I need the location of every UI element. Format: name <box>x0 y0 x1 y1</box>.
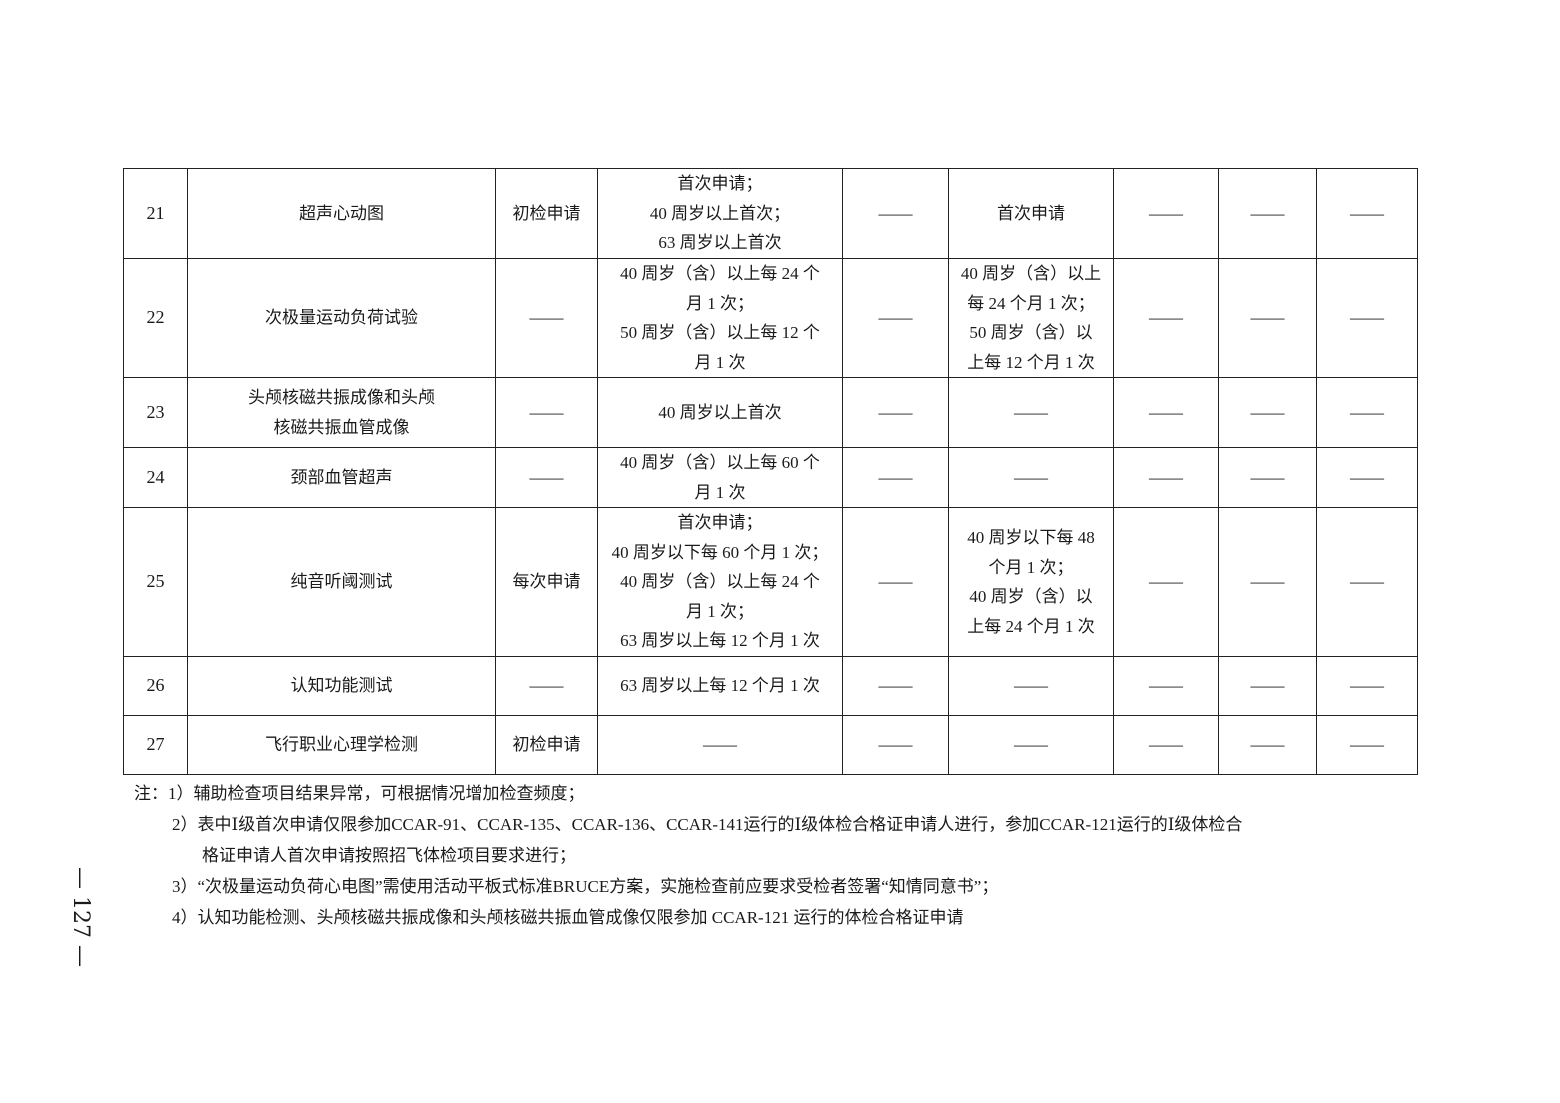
requirement-cell: —— <box>1316 258 1418 378</box>
table-row: 24 颈部血管超声 —— 40 周岁（含）以上每 60 个 月 1 次 —— —— —— ——… <box>123 447 1418 508</box>
exam-items-table: 21 超声心动图 初检申请 首次申请； 40 周岁以上首次； 63 周岁以上首次 —— 首… <box>123 168 1418 775</box>
requirement-cell: —— <box>842 715 949 775</box>
requirement-cell: —— <box>597 715 843 775</box>
note-2-continued: 格证申请人首次申请按照招飞体检项目要求进行； <box>202 846 576 865</box>
requirement-cell: —— <box>842 258 949 378</box>
requirement-cell: —— <box>1218 447 1317 508</box>
requirement-cell: —— <box>495 377 598 448</box>
requirement-cell: 初检申请 <box>495 715 598 775</box>
item-name-cell: 纯音听阈测试 <box>187 507 496 657</box>
requirement-cell: —— <box>1218 258 1317 378</box>
requirement-cell: —— <box>842 377 949 448</box>
requirement-cell: 首次申请 <box>948 168 1114 259</box>
item-name-cell: 颈部血管超声 <box>187 447 496 508</box>
row-number-cell: 23 <box>123 377 188 448</box>
requirement-cell: —— <box>842 168 949 259</box>
row-number-cell: 24 <box>123 447 188 508</box>
requirement-cell: —— <box>1218 656 1317 716</box>
row-number-cell: 21 <box>123 168 188 259</box>
table-row: 21 超声心动图 初检申请 首次申请； 40 周岁以上首次； 63 周岁以上首次 —— 首… <box>123 168 1418 259</box>
requirement-cell: —— <box>1316 168 1418 259</box>
item-name-cell: 头颅核磁共振成像和头颅 核磁共振血管成像 <box>187 377 496 448</box>
row-number-cell: 25 <box>123 507 188 657</box>
item-name-cell: 认知功能测试 <box>187 656 496 716</box>
requirement-cell: 40 周岁（含）以上每 24 个 月 1 次； 50 周岁（含）以上每 12 个… <box>597 258 843 378</box>
requirement-cell: 首次申请； 40 周岁以上首次； 63 周岁以上首次 <box>597 168 843 259</box>
requirement-cell: —— <box>495 447 598 508</box>
requirement-cell: —— <box>842 656 949 716</box>
requirement-cell: 40 周岁（含）以上每 60 个 月 1 次 <box>597 447 843 508</box>
note-1: 注：1）辅助检查项目结果异常，可根据情况增加检查频度； <box>134 784 585 803</box>
requirement-cell: 40 周岁（含）以上 每 24 个月 1 次； 50 周岁（含）以 上每 12 … <box>948 258 1114 378</box>
requirement-cell: —— <box>495 258 598 378</box>
table-row: 25 纯音听阈测试 每次申请 首次申请； 40 周岁以下每 60 个月 1 次； 40… <box>123 507 1418 657</box>
requirement-cell: —— <box>1316 715 1418 775</box>
requirement-cell: —— <box>1316 656 1418 716</box>
requirement-cell: —— <box>1218 507 1317 657</box>
table-row: 26 认知功能测试 —— 63 周岁以上每 12 个月 1 次 —— —— —— —— —— <box>123 656 1418 716</box>
requirement-cell: —— <box>1218 715 1317 775</box>
requirement-cell: —— <box>842 447 949 508</box>
requirement-cell: —— <box>948 656 1114 716</box>
requirement-cell: —— <box>1218 377 1317 448</box>
page-number: — 127 — <box>68 867 93 967</box>
requirement-cell: —— <box>1113 258 1219 378</box>
requirement-cell: —— <box>1113 507 1219 657</box>
requirement-cell: —— <box>1113 656 1219 716</box>
requirement-cell: —— <box>1113 715 1219 775</box>
table-row: 27 飞行职业心理学检测 初检申请 —— —— —— —— —— —— <box>123 715 1418 775</box>
table-row: 22 次极量运动负荷试验 —— 40 周岁（含）以上每 24 个 月 1 次； 50 … <box>123 258 1418 378</box>
table-row: 23 头颅核磁共振成像和头颅 核磁共振血管成像 —— 40 周岁以上首次 —— —— —— —… <box>123 377 1418 448</box>
requirement-cell: 40 周岁以下每 48 个月 1 次； 40 周岁（含）以 上每 24 个月 1… <box>948 507 1114 657</box>
item-name-cell: 飞行职业心理学检测 <box>187 715 496 775</box>
requirement-cell: —— <box>1218 168 1317 259</box>
item-name-cell: 超声心动图 <box>187 168 496 259</box>
requirement-cell: —— <box>948 715 1114 775</box>
requirement-cell: —— <box>1113 447 1219 508</box>
requirement-cell: —— <box>1316 377 1418 448</box>
table-notes: 注：1）辅助检查项目结果异常，可根据情况增加检查频度； 2）表中Ⅰ级首次申请仅限… <box>134 778 1242 933</box>
row-number-cell: 22 <box>123 258 188 378</box>
note-2: 2）表中Ⅰ级首次申请仅限参加CCAR-91、CCAR-135、CCAR-136、… <box>172 815 1243 834</box>
requirement-cell: —— <box>495 656 598 716</box>
requirement-cell: 首次申请； 40 周岁以下每 60 个月 1 次； 40 周岁（含）以上每 24… <box>597 507 843 657</box>
requirement-cell: —— <box>1316 447 1418 508</box>
requirement-cell: —— <box>842 507 949 657</box>
requirement-cell: 40 周岁以上首次 <box>597 377 843 448</box>
note-3: 3）“次极量运动负荷心电图”需使用活动平板式标准BRUCE方案，实施检查前应要求… <box>172 877 999 896</box>
note-4: 4）认知功能检测、头颅核磁共振成像和头颅核磁共振血管成像仅限参加 CCAR-12… <box>172 908 964 927</box>
requirement-cell: 每次申请 <box>495 507 598 657</box>
row-number-cell: 27 <box>123 715 188 775</box>
requirement-cell: —— <box>1113 168 1219 259</box>
row-number-cell: 26 <box>123 656 188 716</box>
requirement-cell: —— <box>948 377 1114 448</box>
requirement-cell: —— <box>948 447 1114 508</box>
requirement-cell: 初检申请 <box>495 168 598 259</box>
requirement-cell: 63 周岁以上每 12 个月 1 次 <box>597 656 843 716</box>
item-name-cell: 次极量运动负荷试验 <box>187 258 496 378</box>
requirement-cell: —— <box>1113 377 1219 448</box>
requirement-cell: —— <box>1316 507 1418 657</box>
